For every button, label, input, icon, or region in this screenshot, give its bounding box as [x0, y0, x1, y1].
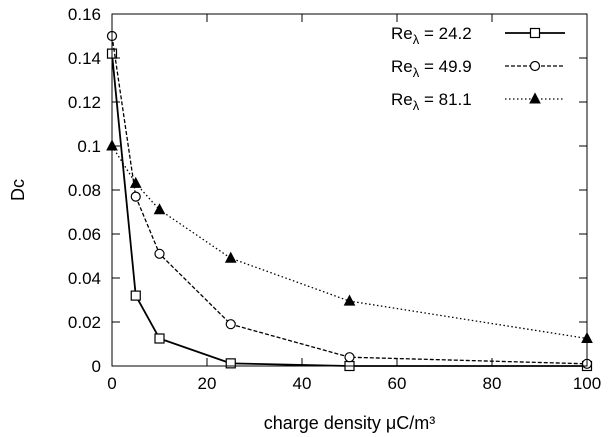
data-point [224, 251, 237, 263]
y-tick-label: 0.1 [77, 137, 101, 156]
data-point [130, 191, 141, 202]
data-point [129, 176, 142, 188]
data-point [225, 358, 236, 369]
x-tick-label: 100 [573, 374, 601, 393]
legend-label: Reλ = 49.9 [391, 57, 472, 80]
legend-label-rest: = 49.9 [419, 57, 471, 76]
data-point [154, 248, 165, 259]
legend-label-sub: λ [413, 98, 420, 113]
data-point [130, 290, 141, 301]
data-point [343, 294, 356, 306]
x-tick-label: 0 [107, 374, 116, 393]
legend-marker [529, 27, 541, 39]
series-line [111, 35, 588, 365]
legend-label-sub: λ [413, 65, 420, 80]
series-2 [106, 30, 593, 369]
y-tick-label: 0.02 [68, 313, 101, 332]
legend-marker [529, 60, 541, 72]
plot-marks [106, 30, 593, 372]
legend-label-base: Re [391, 57, 413, 76]
plot-frame [111, 13, 588, 367]
legend-label-sub: λ [413, 32, 420, 47]
series-line [111, 145, 588, 340]
x-axis-label: charge density μC/m³ [264, 413, 435, 433]
legend-entry: Reλ = 49.9 [391, 57, 565, 80]
x-tick-label: 60 [388, 374, 407, 393]
series-1 [106, 48, 593, 372]
series-line [111, 53, 587, 367]
y-tick-label: 0.14 [68, 49, 101, 68]
y-tick-label: 0.06 [68, 225, 101, 244]
y-tick-label: 0.04 [68, 269, 101, 288]
legend-label: Reλ = 81.1 [391, 90, 472, 113]
data-point [344, 352, 355, 363]
x-tick-label: 80 [483, 374, 502, 393]
data-point [153, 203, 166, 215]
legend-label-base: Re [391, 90, 413, 109]
y-tick-label: 0 [92, 357, 101, 376]
data-point [225, 319, 236, 330]
legend-marker [529, 92, 541, 104]
legend-entry: Reλ = 24.2 [391, 24, 565, 47]
legend-entry: Reλ = 81.1 [391, 90, 565, 113]
x-tick-label: 20 [198, 374, 217, 393]
axis-ticks: 0 20 40 60 80 100 0 0.02 0.04 0.06 0.08 0.1 0.12 0.14… [68, 5, 601, 393]
legend-label-rest: = 24.2 [419, 24, 471, 43]
y-tick-label: 0.08 [68, 181, 101, 200]
series-3 [106, 139, 593, 343]
legend-label-rest: = 81.1 [419, 90, 471, 109]
y-axis-label: Dc [8, 179, 28, 201]
data-point [154, 333, 165, 344]
y-tick-label: 0.12 [68, 93, 101, 112]
legend-label-base: Re [391, 24, 413, 43]
legend-label: Reλ = 24.2 [391, 24, 472, 47]
x-tick-label: 40 [293, 374, 312, 393]
y-tick-label: 0.16 [68, 5, 101, 24]
